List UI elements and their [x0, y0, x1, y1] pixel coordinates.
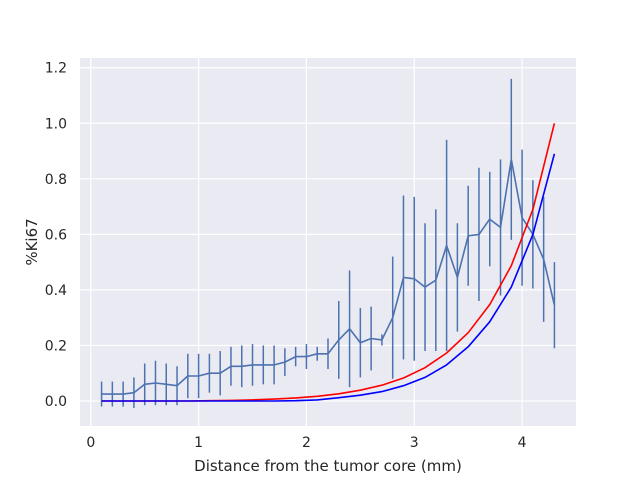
y-tick-label: 0.0: [45, 394, 67, 410]
y-tick-label: 0.2: [45, 338, 67, 354]
y-tick-label: 0.4: [45, 283, 67, 299]
y-tick-label: 1.2: [45, 61, 67, 77]
x-axis-label: Distance from the tumor core (mm): [194, 457, 462, 475]
x-axis-ticks: 0 1 2 3 4: [86, 435, 526, 451]
series-line-1: [101, 158, 556, 395]
series-lines: [101, 123, 556, 402]
x-tick-label: 2: [302, 435, 311, 451]
y-axis-label: %Ki67: [23, 218, 41, 265]
y-axis-ticks: 0.0 0.2 0.4 0.6 0.8 1.0 1.2: [45, 61, 67, 410]
y-tick-label: 0.6: [45, 227, 67, 243]
x-tick-label: 1: [194, 435, 203, 451]
plot-area: [80, 58, 576, 426]
y-tick-label: 1.0: [45, 116, 67, 132]
x-tick-label: 4: [518, 435, 527, 451]
x-tick-label: 3: [410, 435, 419, 451]
series-line-3: [101, 153, 556, 402]
x-tick-label: 0: [86, 435, 95, 451]
y-tick-label: 0.8: [45, 172, 67, 188]
